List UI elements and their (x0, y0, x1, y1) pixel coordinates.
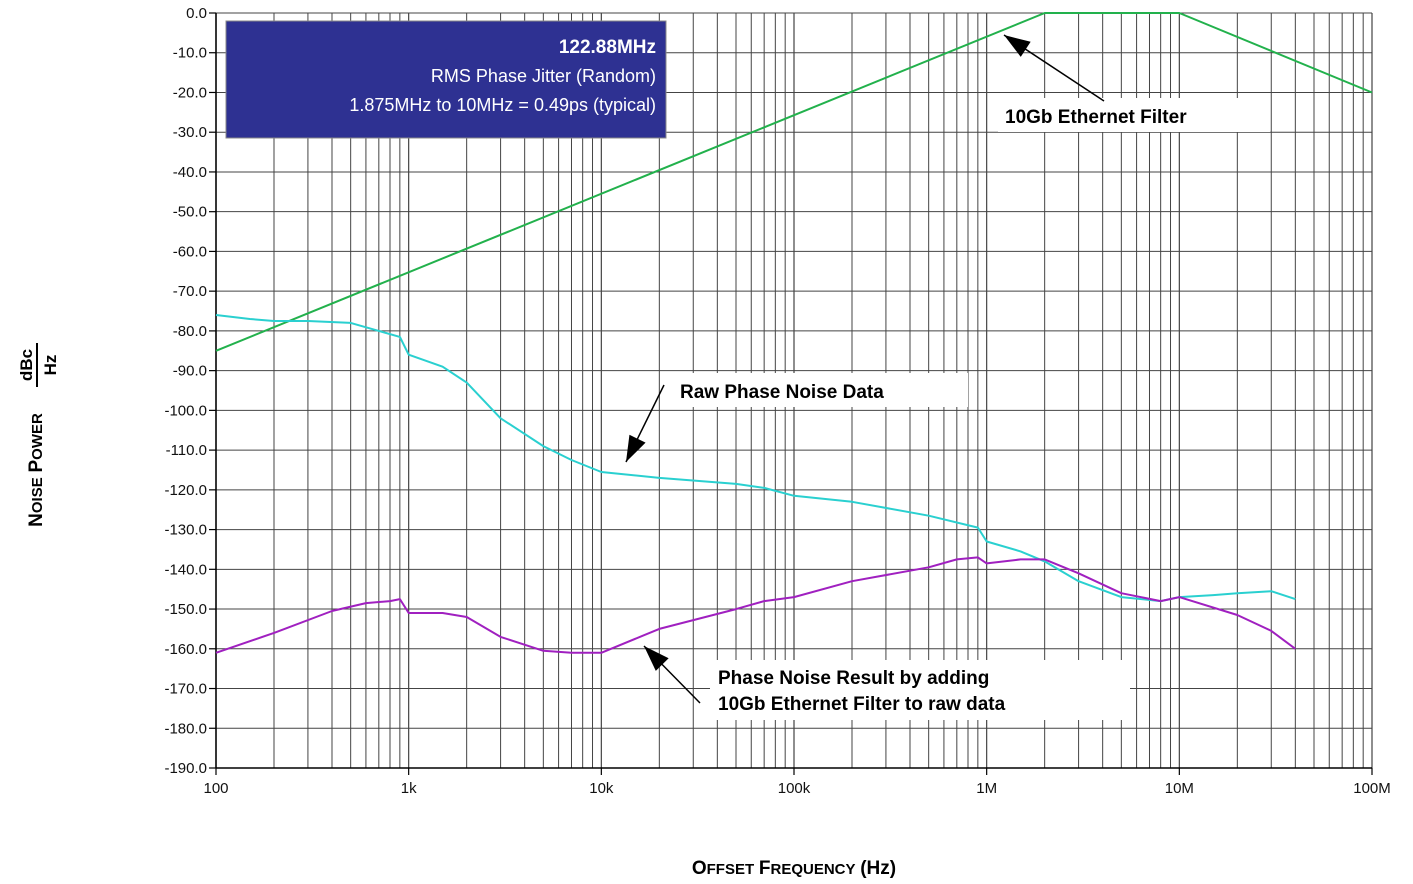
y-tick-label: -10.0 (173, 45, 207, 62)
y-axis-label: NOISE POWER dBc Hz (17, 343, 60, 527)
y-tick-label: -30.0 (173, 124, 207, 141)
arrow-head (626, 434, 646, 462)
x-tick-label: 1k (401, 780, 417, 797)
series-lines (215, 12, 1373, 654)
y-tick-label: -60.0 (173, 243, 207, 260)
y-tick-label: -70.0 (173, 283, 207, 300)
y-tick-label: -130.0 (164, 522, 207, 539)
result-label-bg (710, 660, 1130, 720)
filter-label-bg (998, 98, 1270, 132)
raw-arrow (625, 384, 665, 463)
y-tick-label: -20.0 (173, 84, 207, 101)
y-tick-label: -160.0 (164, 641, 207, 658)
info-box (225, 20, 667, 139)
y-tick-label: -180.0 (164, 720, 207, 737)
phase-noise-result-line (215, 556, 1296, 654)
info-box-line2: 1.875MHz to 10MHz = 0.49ps (typical) (349, 95, 656, 115)
labels: 122.88MHz RMS Phase Jitter (Random) 1.875M… (17, 20, 1270, 879)
x-tick-label: 1M (976, 780, 997, 797)
y-axis-label-main: NOISE POWER (26, 413, 47, 527)
x-tick-label: 100 (203, 780, 228, 797)
info-box-title: 122.88MHz (559, 37, 656, 58)
y-tick-label: -140.0 (164, 561, 207, 578)
raw-annotation: Raw Phase Noise Data (680, 382, 884, 403)
y-tick-label: -110.0 (166, 442, 207, 459)
y-tick-label: -90.0 (173, 363, 207, 380)
x-tick-label: 10M (1165, 780, 1194, 797)
y-tick-label: -150.0 (164, 601, 207, 618)
y-tick-label: -80.0 (173, 323, 207, 340)
x-tick-label: 100k (778, 780, 811, 797)
arrow-head (1004, 35, 1031, 57)
y-tick-label: -190.0 (164, 760, 207, 777)
result-arrow (643, 645, 701, 704)
axes: 0.0 -10.0 -20.0 -30.0 -40.0 -50.0 -60.0 -70.0 -8… (164, 5, 1390, 797)
ethernet-filter-line (215, 12, 1373, 352)
y-axis-label-unit-num: dBc (17, 349, 36, 381)
x-tick-label: 100M (1353, 780, 1391, 797)
y-tick-label: -50.0 (173, 204, 207, 221)
y-tick-label: -120.0 (164, 482, 207, 499)
y-axis-label-unit-den: Hz (41, 355, 60, 376)
x-axis-label: OFFSET FREQUENCY (Hz) (692, 858, 896, 879)
y-tick-label: -40.0 (173, 164, 207, 181)
y-tick-label: 0.0 (186, 5, 207, 22)
filter-annotation: 10Gb Ethernet Filter (1005, 107, 1187, 128)
y-tick-label: -100.0 (164, 402, 207, 419)
arrow-head (644, 646, 669, 671)
x-tick-label: 10k (589, 780, 614, 797)
grid (215, 12, 1373, 769)
info-box-line1: RMS Phase Jitter (Random) (431, 66, 656, 86)
raw-label-bg (672, 373, 968, 407)
y-tick-label: -170.0 (164, 681, 207, 698)
filter-arrow (1003, 34, 1105, 102)
raw-phase-noise-line (215, 314, 1296, 603)
result-annotation-line2: 10Gb Ethernet Filter to raw data (718, 694, 1006, 715)
result-annotation-line1: Phase Noise Result by adding (718, 668, 989, 689)
